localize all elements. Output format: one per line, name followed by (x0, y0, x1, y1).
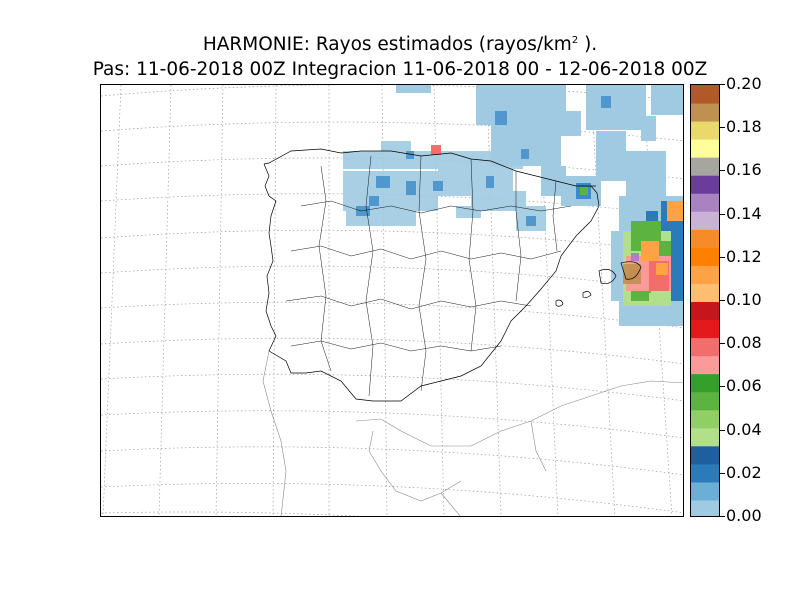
colorbar-axis: 0.00 0.02 0.04 0.06 0.08 0.10 0.12 0.14 0.16 0.18… (720, 74, 800, 525)
colorbar-band (691, 247, 719, 266)
colorbar-band (691, 409, 719, 429)
title-suffix: ). (578, 34, 598, 55)
colorbar-tick-mark (720, 429, 725, 431)
colorbar-band (691, 391, 719, 411)
colorbar-band (691, 355, 719, 375)
colorbar-band (691, 229, 719, 248)
colorbar-band (691, 103, 719, 122)
graticule (101, 85, 683, 516)
colorbar-band (691, 175, 719, 194)
colorbar-tick-mark (720, 84, 725, 85)
colorbar-tick-mark (720, 516, 725, 517)
lightning-cantabrian (343, 141, 546, 231)
colorbar-band (691, 337, 719, 357)
title-prefix: HARMONIE: Rayos estimados (rayos/km (202, 34, 572, 55)
colorbar-band (691, 319, 719, 339)
colorbar-tick-mark (720, 170, 725, 172)
colorbar-tick-label: 0.08 (726, 333, 762, 353)
chart-title-line2: Pas: 11-06-2018 00Z Integracion 11-06-20… (92, 59, 708, 80)
colorbar-band (691, 121, 719, 140)
colorbar-band (691, 499, 719, 516)
land-outlines-africa (262, 350, 683, 516)
colorbar-band (691, 373, 719, 393)
colorbar-tick-label: 0.06 (726, 376, 762, 396)
colorbar-tick-mark (720, 386, 725, 388)
colorbar-band (691, 481, 719, 501)
colorbar-band (691, 193, 719, 212)
colorbar-tick-mark (720, 300, 725, 301)
colorbar-band (691, 283, 719, 302)
colorbar-tick-label: 0.16 (726, 160, 762, 180)
colorbar-tick-label: 0.00 (726, 506, 762, 525)
colorbar-tick-label: 0.20 (726, 74, 762, 93)
lightning-field (343, 85, 683, 326)
colorbar-tick-label: 0.04 (726, 419, 762, 439)
title-exponent: 2 (571, 34, 579, 46)
colorbar-band (691, 211, 719, 230)
colorbar-band (691, 85, 719, 104)
colorbar-tick-mark (720, 472, 725, 474)
colorbar-band (691, 139, 719, 158)
colorbar-band (691, 427, 719, 447)
colorbar-band (691, 265, 719, 284)
colorbar-tick-label: 0.18 (726, 117, 762, 137)
colorbar-tick-label: 0.12 (726, 246, 762, 266)
coastlines (263, 148, 642, 402)
colorbar-gradient (691, 85, 719, 516)
colorbar-tick-mark (720, 256, 725, 258)
colorbar-tick-mark (720, 127, 725, 129)
chart-title-line1: HARMONIE: Rayos estimados (rayos/km2 ). (0, 34, 800, 55)
colorbar (690, 84, 720, 517)
colorbar-band (691, 301, 719, 321)
colorbar-band (691, 463, 719, 483)
colorbar-tick-label: 0.10 (726, 290, 762, 309)
colorbar-tick-mark (720, 213, 725, 215)
colorbar-tick-label: 0.14 (726, 203, 762, 223)
map-svg (101, 85, 683, 516)
colorbar-tick-mark (720, 343, 725, 345)
map-panel (100, 84, 684, 517)
provinces (285, 155, 572, 397)
colorbar-band (691, 157, 719, 176)
colorbar-band (691, 445, 719, 465)
colorbar-tick-label: 0.02 (726, 462, 762, 482)
